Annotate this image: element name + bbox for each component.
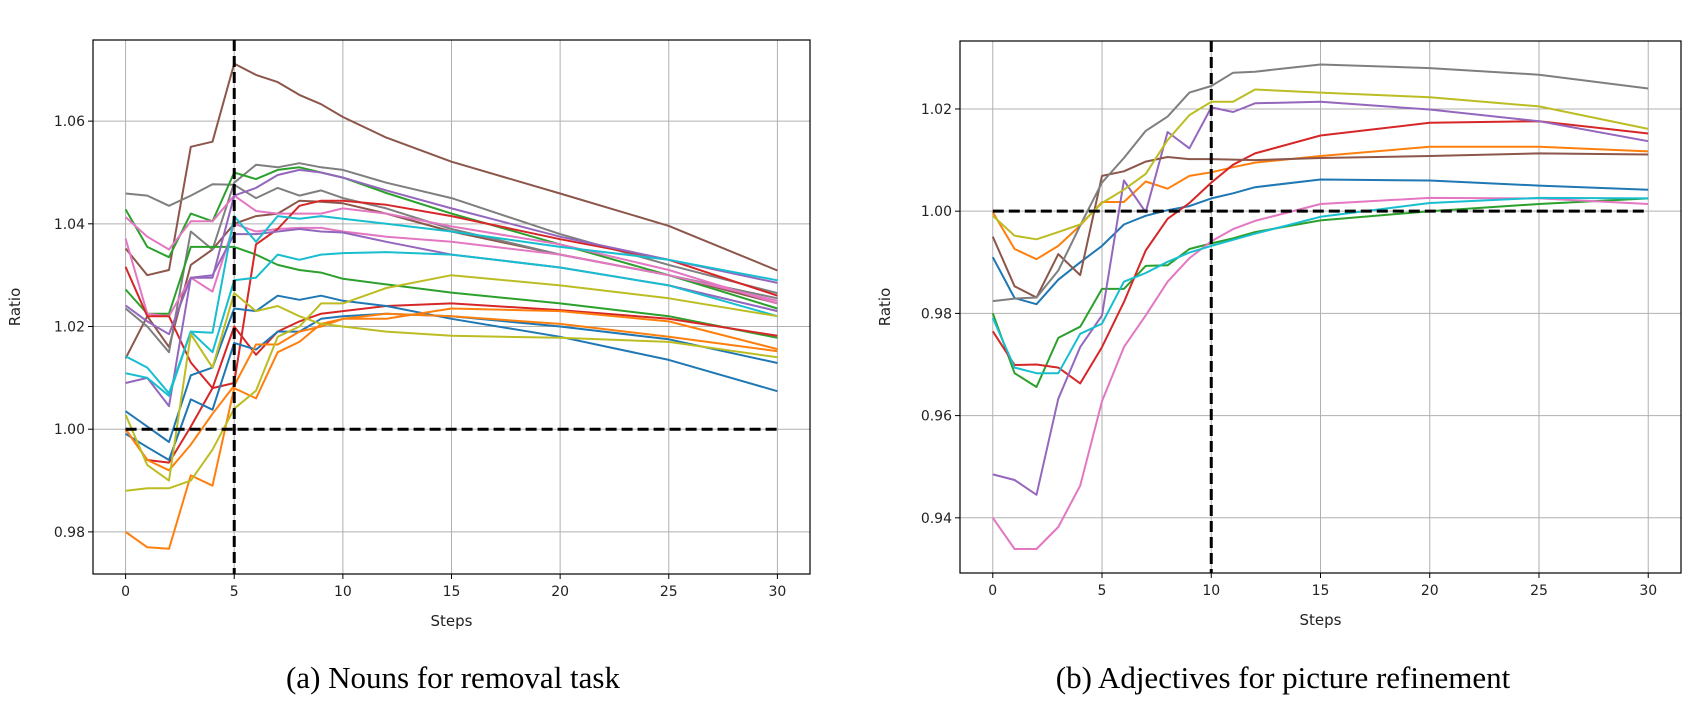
series-line-4	[124, 162, 778, 354]
x-tick-label: 15	[443, 584, 461, 600]
y-tick-label: 1.00	[54, 422, 85, 438]
x-tick-label: 5	[230, 584, 239, 600]
x-tick-label: 30	[1639, 583, 1657, 599]
series-line-19	[124, 292, 778, 482]
series-group	[991, 63, 1649, 550]
series-line-8	[992, 63, 1649, 303]
x-axis-label: Steps	[431, 612, 473, 630]
panel-a-nouns-removal: (a) Nouns for removal task 0 5 10 15 20 25 30 0…	[6, 39, 811, 695]
y-tick-label: 1.00	[921, 204, 952, 220]
axes-frame	[92, 39, 811, 575]
series-line-6	[124, 245, 778, 339]
series-line-3	[991, 197, 1649, 388]
series-line-20	[125, 274, 778, 492]
series-line-6	[991, 152, 1649, 299]
series-line-7	[124, 194, 778, 305]
x-tick-label: 25	[1530, 583, 1548, 599]
x-tick-label: 0	[988, 583, 997, 599]
y-tick-label: 1.06	[54, 114, 85, 130]
series-line-1	[991, 178, 1649, 306]
x-tick-label: 10	[334, 584, 352, 600]
series-line-5	[992, 100, 1649, 496]
series-line-1	[124, 62, 778, 277]
y-tick-label: 1.04	[54, 217, 85, 233]
panel-b-adjectives-refinement: (b) Adjectives for picture refinement 0 5…	[876, 40, 1682, 695]
series-line-14	[125, 251, 778, 397]
axes-frame	[959, 40, 1682, 574]
caption-b: (b) Adjectives for picture refinement	[1056, 660, 1511, 695]
series-line-8	[124, 222, 778, 318]
series-line-4	[991, 120, 1649, 385]
series-line-3	[125, 183, 778, 300]
series-group	[124, 62, 778, 550]
x-tick-label: 0	[121, 584, 130, 600]
y-tick-label: 0.98	[921, 306, 952, 322]
x-tick-label: 20	[551, 584, 569, 600]
y-tick-label: 1.02	[54, 320, 85, 336]
series-line-18	[125, 312, 778, 550]
x-tick-label: 30	[768, 584, 786, 600]
x-tick-label: 15	[1312, 583, 1330, 599]
x-axis-label: Steps	[1300, 611, 1342, 629]
caption-a: (a) Nouns for removal task	[286, 660, 621, 695]
y-tick-label: 1.02	[921, 102, 952, 118]
series-line-17	[124, 307, 778, 472]
series-line-11	[125, 168, 778, 336]
series-line-10	[124, 302, 778, 464]
y-axis-label: Ratio	[876, 288, 894, 327]
x-tick-label: 20	[1421, 583, 1439, 599]
y-tick-label: 0.98	[54, 525, 85, 541]
x-tick-label: 10	[1202, 583, 1220, 599]
series-line-10	[991, 196, 1649, 375]
x-tick-label: 5	[1098, 583, 1107, 599]
series-line-9	[992, 88, 1649, 241]
y-tick-label: 0.96	[921, 409, 952, 425]
x-tick-label: 25	[660, 584, 678, 600]
y-tick-label: 0.94	[921, 511, 952, 527]
series-line-7	[991, 196, 1649, 550]
y-axis-label: Ratio	[6, 288, 24, 327]
series-line-2	[991, 145, 1649, 261]
